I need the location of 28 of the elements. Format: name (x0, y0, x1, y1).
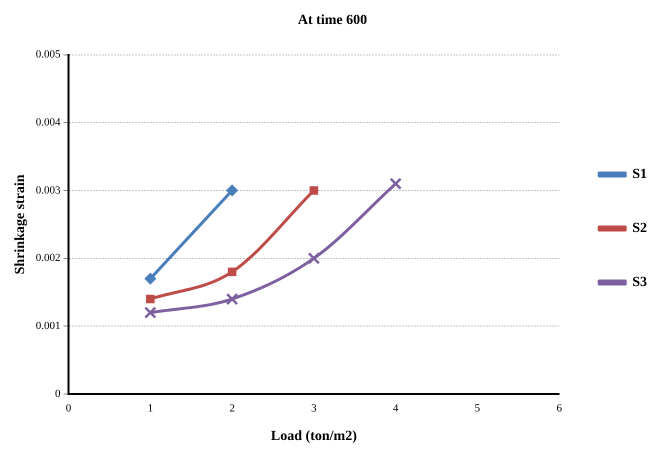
x-tick-label: 4 (392, 402, 399, 414)
legend-label: S3 (632, 275, 648, 290)
point (144, 272, 156, 284)
x-tick-label: 0 (66, 402, 72, 414)
y-tick-label: 0 (55, 388, 62, 400)
point (389, 177, 402, 190)
y-axis-title: Shrinkage strain (13, 174, 28, 274)
point (310, 186, 318, 195)
x-tick-label: 3 (311, 402, 318, 414)
x-axis-title: Load (ton/m2) (270, 429, 358, 444)
legend-label: S2 (632, 221, 648, 236)
point (146, 294, 155, 304)
point (226, 292, 238, 306)
legend-label: S1 (632, 167, 648, 182)
y-tick-label: 0.001 (36, 320, 61, 332)
y-tick-label: 0.003 (36, 184, 62, 196)
point (228, 268, 236, 276)
x-tick-label: 5 (474, 402, 481, 414)
x-tick-label: 1 (148, 402, 154, 414)
x-tick-label: 2 (229, 402, 235, 414)
y-tick-label: 0.004 (36, 116, 62, 129)
y-tick-label: 0.002 (36, 252, 61, 264)
point (144, 306, 157, 319)
point (226, 184, 238, 196)
x-tick-label: 6 (556, 402, 562, 414)
y-tick-label: 0.005 (36, 48, 62, 61)
point (308, 252, 320, 265)
chart-title: At time 600 (298, 13, 368, 28)
